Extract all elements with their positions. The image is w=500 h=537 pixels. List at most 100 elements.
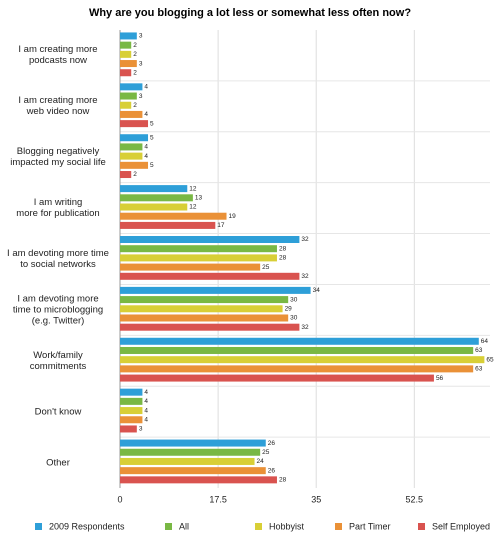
- y-tick-label: I am creating more web video now: [18, 95, 98, 118]
- value-label: 28: [279, 245, 287, 252]
- value-label: 4: [144, 416, 148, 423]
- value-label: 63: [475, 347, 483, 354]
- value-label: 13: [195, 195, 203, 202]
- bar: [120, 286, 311, 294]
- bar: [120, 439, 266, 447]
- bar: [120, 467, 266, 475]
- x-tick-label: 52.5: [406, 494, 424, 504]
- value-label: 3: [139, 33, 143, 40]
- value-label: 5: [150, 120, 154, 127]
- legend-swatch: [35, 523, 42, 530]
- value-label: 3: [139, 426, 143, 433]
- bar: [120, 323, 300, 331]
- value-label: 4: [144, 398, 148, 405]
- value-label: 56: [436, 375, 444, 382]
- y-tick-label: Work/family commitments: [29, 349, 87, 372]
- legend-label: Part Timer: [349, 521, 391, 531]
- value-label: 4: [144, 407, 148, 414]
- bar: [120, 245, 277, 253]
- bar: [120, 416, 143, 424]
- value-label: 28: [279, 477, 287, 484]
- bar: [120, 263, 261, 271]
- bar: [120, 296, 289, 304]
- x-tick-label: 17.5: [209, 494, 227, 504]
- legend-label: Hobbyist: [269, 521, 305, 531]
- value-label: 12: [189, 204, 197, 211]
- value-label: 32: [301, 236, 309, 243]
- bar: [120, 110, 143, 118]
- bar: [120, 143, 143, 151]
- value-label: 24: [257, 458, 265, 465]
- bar: [120, 305, 283, 313]
- value-label: 2: [133, 171, 137, 178]
- bar: [120, 236, 300, 243]
- bar: [120, 272, 300, 280]
- value-label: 29: [285, 306, 293, 313]
- value-label: 5: [150, 134, 154, 141]
- y-tick-label: Blogging negatively impacted my social l…: [10, 146, 106, 169]
- value-label: 65: [486, 356, 494, 363]
- value-label: 26: [268, 467, 276, 474]
- y-tick-label: Other: [46, 457, 70, 469]
- value-label: 28: [279, 255, 287, 262]
- bar: [120, 365, 474, 373]
- value-label: 4: [144, 389, 148, 396]
- value-label: 4: [144, 84, 148, 91]
- bar: [120, 407, 143, 415]
- bar: [120, 101, 132, 109]
- legend-swatch: [335, 523, 342, 530]
- bar: [120, 120, 149, 128]
- value-label: 2: [133, 51, 137, 58]
- chart-title: Why are you blogging a lot less or somew…: [89, 7, 411, 19]
- value-label: 2: [133, 69, 137, 76]
- bar: [120, 50, 132, 58]
- y-tick-label: Don't know: [34, 406, 82, 418]
- value-label: 5: [150, 162, 154, 169]
- bar: [120, 425, 137, 433]
- value-label: 25: [262, 264, 270, 271]
- bar: [120, 356, 485, 364]
- bar: [120, 221, 216, 229]
- bar: [120, 457, 255, 465]
- bar: [120, 194, 193, 202]
- value-label: 4: [144, 144, 148, 151]
- legend-swatch: [165, 523, 172, 530]
- value-label: 26: [268, 440, 276, 447]
- bar: [120, 388, 143, 396]
- legend-label: 2009 Respondents: [49, 521, 125, 531]
- legend-swatch: [255, 523, 262, 530]
- bar: [120, 41, 132, 49]
- value-label: 17: [217, 222, 225, 229]
- value-label: 4: [144, 111, 148, 118]
- y-tick-label: I am writing more for publication: [16, 197, 100, 220]
- bar: [120, 171, 132, 179]
- value-label: 30: [290, 315, 298, 322]
- value-label: 12: [189, 185, 197, 192]
- bar: [120, 346, 474, 354]
- bar: [120, 397, 143, 405]
- legend-label: Self Employed: [432, 521, 490, 531]
- value-label: 30: [290, 296, 298, 303]
- value-label: 25: [262, 449, 270, 456]
- bar: [120, 337, 479, 345]
- bar: [120, 161, 149, 169]
- value-label: 2: [133, 102, 137, 109]
- value-label: 3: [139, 93, 143, 100]
- bar: [120, 374, 434, 382]
- bar: [120, 92, 137, 100]
- value-label: 4: [144, 153, 148, 160]
- y-tick-label: I am creating more podcasts now: [18, 44, 98, 67]
- bar: [120, 212, 227, 220]
- x-tick-label: 35: [311, 494, 321, 504]
- bar: [120, 254, 277, 262]
- legend-label: All: [179, 521, 189, 531]
- x-tick-label: 0: [117, 494, 122, 504]
- value-label: 34: [313, 287, 321, 294]
- y-tick-label: I am devoting more time to social networ…: [7, 248, 109, 270]
- bar: [120, 69, 132, 77]
- bar: [120, 32, 137, 40]
- value-label: 64: [481, 338, 489, 345]
- bar: [120, 448, 261, 456]
